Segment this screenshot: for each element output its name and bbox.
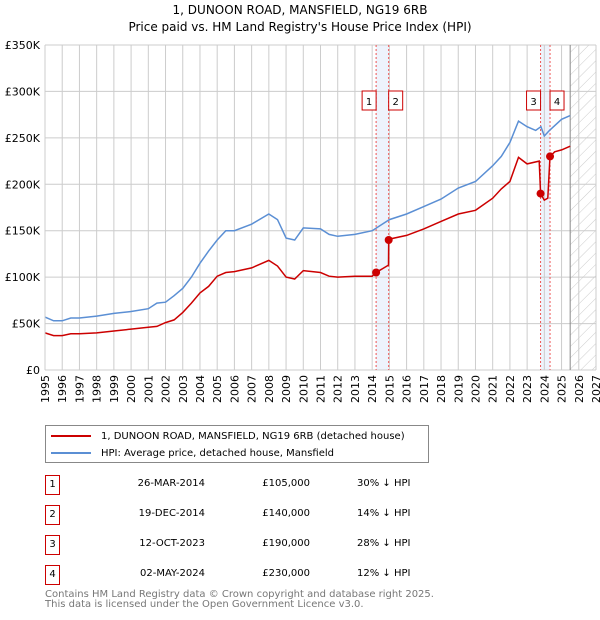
sale-price: £190,000 (262, 538, 310, 549)
sale-period-shade (540, 45, 551, 370)
sale-point (384, 236, 393, 244)
x-tick-label: 2011 (315, 375, 328, 403)
x-tick-label: 1999 (108, 375, 121, 403)
sale-number-badge: 1 (45, 475, 60, 495)
sale-hpi-diff: 28% ↓ HPI (357, 538, 411, 549)
y-tick-label: £50K (12, 318, 41, 331)
table-row: 4 02-MAY-2024 £230,000 12% ↓ HPI (45, 565, 465, 585)
price-chart: 1, DUNOON ROAD, MANSFIELD, NG19 6RB Pric… (5, 3, 600, 403)
sale-hpi-diff: 12% ↓ HPI (357, 568, 411, 579)
sale-period-shade (376, 45, 389, 370)
y-tick-label: £150K (5, 225, 41, 238)
x-tick-label: 2001 (142, 375, 155, 403)
property-price-line (44, 145, 571, 337)
x-tick-label: 2018 (435, 375, 448, 403)
x-tick-label: 2026 (573, 375, 586, 403)
legend-item-property: 1, DUNOON ROAD, MANSFIELD, NG19 6RB (det… (46, 428, 405, 444)
x-tick-label: 2010 (297, 375, 310, 403)
x-tick-label: 2024 (538, 375, 551, 403)
hpi-line (44, 114, 571, 322)
x-tick-label: 1998 (91, 375, 104, 403)
x-tick-label: 1995 (39, 375, 52, 403)
sale-date: 12-OCT-2023 (139, 538, 205, 549)
x-tick-label: 2017 (418, 375, 431, 403)
y-tick-label: £0 (26, 364, 40, 377)
sale-point (372, 268, 381, 277)
chart-subtitle: Price paid vs. HM Land Registry's House … (128, 20, 471, 34)
forecast-hatch (570, 45, 596, 370)
legend: 1, DUNOON ROAD, MANSFIELD, NG19 6RB (det… (45, 425, 429, 463)
x-tick-label: 2020 (469, 375, 482, 403)
sale-point (536, 189, 545, 198)
legend-swatch-red (51, 435, 91, 437)
sale-number-badge: 2 (45, 505, 60, 525)
x-tick-label: 2006 (228, 375, 241, 403)
sale-number-badge: 4 (45, 565, 60, 585)
footer-licence: This data is licensed under the Open Gov… (45, 599, 364, 610)
x-tick-label: 2003 (177, 375, 190, 403)
x-tick-label: 2015 (383, 375, 396, 403)
x-tick-label: 2027 (590, 375, 600, 403)
x-tick-label: 1997 (73, 375, 86, 403)
x-tick-label: 2009 (280, 375, 293, 403)
footer: Contains HM Land Registry data © Crown c… (45, 590, 434, 610)
y-tick-label: £100K (5, 271, 41, 284)
sale-number-badge: 3 (45, 535, 60, 555)
x-tick-label: 2013 (349, 375, 362, 403)
sale-date: 26-MAR-2014 (137, 478, 205, 489)
x-tick-label: 2004 (194, 375, 207, 403)
x-tick-label: 2008 (263, 375, 276, 403)
table-row: 3 12-OCT-2023 £190,000 28% ↓ HPI (45, 535, 465, 555)
sale-label-number: 2 (392, 97, 398, 108)
x-tick-label: 2002 (160, 375, 173, 403)
legend-label: HPI: Average price, detached house, Mans… (101, 447, 334, 459)
legend-label: 1, DUNOON ROAD, MANSFIELD, NG19 6RB (det… (101, 430, 405, 442)
x-tick-label: 2019 (452, 375, 465, 403)
table-row: 1 26-MAR-2014 £105,000 30% ↓ HPI (45, 475, 465, 495)
sale-hpi-diff: 14% ↓ HPI (357, 508, 411, 519)
sale-date: 19-DEC-2014 (138, 508, 205, 519)
x-tick-label: 2021 (487, 375, 500, 403)
y-tick-label: £200K (5, 178, 41, 191)
x-tick-label: 2022 (504, 375, 517, 403)
sale-label-number: 4 (554, 97, 560, 108)
x-tick-label: 2005 (211, 375, 224, 403)
sale-label-box (388, 90, 404, 111)
x-tick-label: 1996 (56, 375, 69, 403)
sale-label-box (549, 90, 565, 111)
sale-label-box (361, 90, 377, 111)
sale-label-box (526, 90, 542, 111)
y-tick-label: £250K (5, 132, 41, 145)
x-tick-label: 2016 (401, 375, 414, 403)
x-tick-label: 2025 (556, 375, 569, 403)
x-tick-label: 2007 (246, 375, 259, 403)
legend-item-hpi: HPI: Average price, detached house, Mans… (46, 445, 334, 461)
sale-price: £105,000 (262, 478, 310, 489)
x-tick-label: 2012 (332, 375, 345, 403)
chart-title: 1, DUNOON ROAD, MANSFIELD, NG19 6RB (173, 3, 428, 17)
sale-date: 02-MAY-2024 (139, 568, 205, 579)
table-row: 2 19-DEC-2014 £140,000 14% ↓ HPI (45, 505, 465, 525)
footer-copyright: Contains HM Land Registry data © Crown c… (45, 589, 434, 600)
x-tick-label: 2000 (125, 375, 138, 403)
sale-hpi-diff: 30% ↓ HPI (357, 478, 411, 489)
y-tick-label: £350K (5, 39, 41, 52)
y-tick-label: £300K (5, 85, 41, 98)
sale-label-number: 1 (366, 97, 372, 108)
sale-price: £140,000 (262, 508, 310, 519)
sale-label-number: 3 (530, 97, 536, 108)
x-tick-label: 2023 (521, 375, 534, 403)
sale-price: £230,000 (262, 568, 310, 579)
sale-point (546, 152, 555, 161)
legend-swatch-blue (51, 452, 91, 454)
x-tick-label: 2014 (366, 375, 379, 403)
